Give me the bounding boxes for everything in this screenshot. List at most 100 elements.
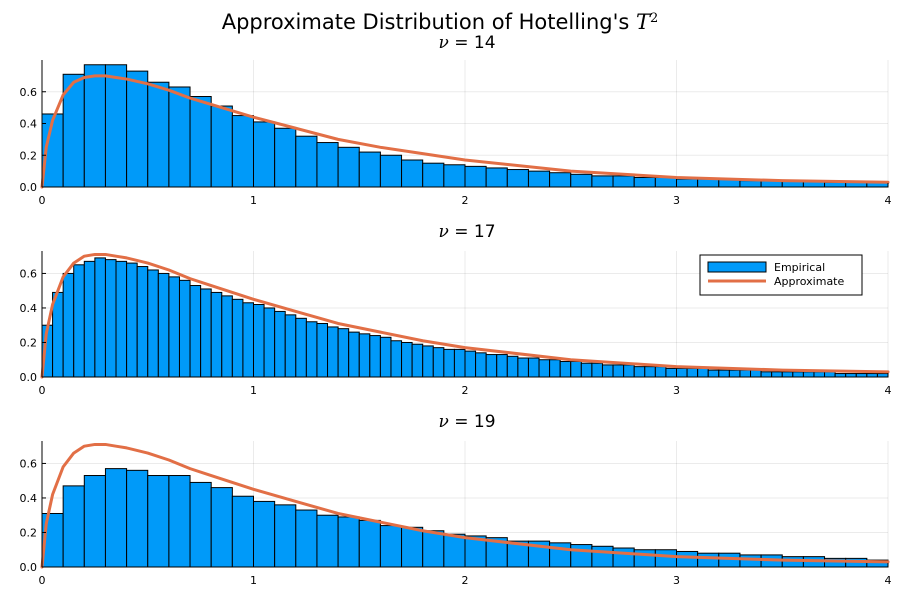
histogram-bar bbox=[623, 364, 635, 378]
histogram-bar bbox=[750, 369, 762, 378]
histogram-bar bbox=[739, 369, 752, 378]
histogram-bar bbox=[126, 469, 149, 568]
x-tick-label: 4 bbox=[885, 384, 892, 397]
histogram-bar bbox=[676, 367, 688, 378]
histogram-bar bbox=[697, 552, 720, 568]
histogram-bar bbox=[168, 86, 191, 188]
panel-title: ν = 17 bbox=[438, 222, 495, 242]
y-tick-label: 0.2 bbox=[20, 526, 38, 539]
histogram-bar bbox=[401, 526, 424, 568]
histogram-bar bbox=[358, 151, 381, 188]
y-tick-label: 0.6 bbox=[20, 457, 38, 470]
histogram-bar bbox=[52, 291, 64, 378]
histogram-bar bbox=[591, 545, 614, 568]
histogram-bar bbox=[644, 366, 656, 378]
histogram-bar bbox=[104, 64, 128, 188]
histogram-bar bbox=[157, 272, 170, 378]
histogram-bar bbox=[253, 500, 276, 568]
histogram-bar bbox=[718, 369, 730, 378]
histogram-bar bbox=[104, 468, 128, 568]
histogram-bar bbox=[348, 331, 360, 378]
histogram-bar bbox=[147, 81, 170, 188]
histogram-bar bbox=[728, 369, 741, 378]
x-tick-label: 0 bbox=[39, 574, 46, 587]
histogram-bar bbox=[189, 285, 202, 378]
histogram-bar bbox=[390, 340, 403, 378]
histogram-bar bbox=[866, 373, 878, 378]
histogram-bar bbox=[62, 485, 85, 568]
x-tick-label: 0 bbox=[39, 194, 46, 207]
histogram-bar bbox=[221, 295, 233, 378]
panel-title-symbol: ν bbox=[438, 33, 448, 53]
histogram-bar bbox=[845, 373, 857, 378]
legend-label: Approximate bbox=[774, 275, 844, 288]
histogram-bar bbox=[855, 373, 868, 378]
histogram-bar bbox=[62, 272, 75, 378]
histogram-bar bbox=[104, 259, 117, 378]
histogram-bar bbox=[189, 96, 212, 188]
panel-nu-19: ν = 19 0 1 2 3 4 0.0 0.2 0.4 0.6 bbox=[20, 412, 892, 587]
histogram-bar bbox=[549, 359, 561, 378]
histogram-bar bbox=[570, 360, 582, 378]
figure-title: Approximate Distribution of Hotelling's … bbox=[222, 10, 659, 34]
panel-title-equals: = bbox=[449, 222, 474, 242]
histogram-bar bbox=[242, 302, 255, 378]
histogram-bar bbox=[559, 360, 572, 378]
histogram-bar bbox=[263, 307, 276, 378]
histogram-bar bbox=[253, 121, 276, 188]
histogram-bar bbox=[802, 371, 815, 378]
histogram-bar bbox=[200, 288, 212, 378]
histogram-bar bbox=[327, 326, 339, 378]
panel-title-symbol: ν bbox=[438, 222, 448, 242]
histogram-bar bbox=[295, 509, 318, 568]
histogram-bar bbox=[665, 367, 677, 378]
panel-title-value: 17 bbox=[474, 222, 496, 242]
histogram-bar bbox=[295, 135, 318, 188]
histogram-bar bbox=[538, 359, 551, 378]
histogram-bar bbox=[83, 475, 106, 568]
approximate-curve bbox=[40, 74, 890, 189]
x-tick-label: 1 bbox=[250, 194, 257, 207]
x-tick-label: 2 bbox=[462, 194, 469, 207]
histogram-bar bbox=[676, 550, 699, 568]
histogram-bar bbox=[284, 314, 297, 378]
histogram-bar bbox=[485, 354, 498, 378]
figure-title-symbol: T bbox=[636, 10, 652, 34]
x-tick-label: 3 bbox=[673, 384, 680, 397]
histogram-bar bbox=[792, 371, 804, 378]
y-tick-label: 0.4 bbox=[20, 302, 38, 315]
histogram-bar bbox=[432, 347, 445, 378]
histogram-bar bbox=[443, 348, 455, 378]
panel-nu-14: ν = 14 0 1 2 3 4 0.0 0.2 0.4 0.6 bbox=[20, 33, 892, 207]
legend-label: Empirical bbox=[774, 261, 825, 274]
histogram-bar bbox=[654, 549, 677, 568]
histogram-bar bbox=[654, 176, 677, 188]
histogram-bar bbox=[570, 173, 593, 188]
x-tick-label: 3 bbox=[673, 194, 680, 207]
y-tick-label: 0.2 bbox=[20, 336, 38, 349]
histogram-bar bbox=[464, 165, 487, 188]
histogram-bar bbox=[591, 175, 614, 188]
histogram-bar bbox=[189, 481, 212, 568]
histogram-bar bbox=[73, 264, 85, 378]
y-tick-label: 0.6 bbox=[20, 267, 38, 280]
x-tick-label: 4 bbox=[885, 574, 892, 587]
panel-title-value: 19 bbox=[474, 412, 496, 432]
histogram-bar bbox=[126, 70, 149, 188]
histogram-bar bbox=[654, 366, 667, 378]
panel-title-equals: = bbox=[449, 33, 474, 53]
histogram-bar bbox=[316, 322, 329, 378]
histogram-bar bbox=[771, 371, 783, 378]
histogram-bar bbox=[274, 310, 286, 378]
histogram-bar bbox=[379, 154, 403, 188]
x-tick-label: 1 bbox=[250, 574, 257, 587]
histogram-bar bbox=[475, 352, 487, 378]
histogram-bar bbox=[612, 175, 635, 188]
histogram-bar bbox=[580, 362, 593, 378]
histogram-bar bbox=[633, 176, 656, 188]
histogram-bar bbox=[115, 260, 128, 378]
histogram-bar bbox=[401, 341, 413, 378]
histogram-bar bbox=[591, 362, 603, 378]
histogram-bar bbox=[601, 364, 614, 378]
histogram-bar bbox=[697, 178, 720, 188]
